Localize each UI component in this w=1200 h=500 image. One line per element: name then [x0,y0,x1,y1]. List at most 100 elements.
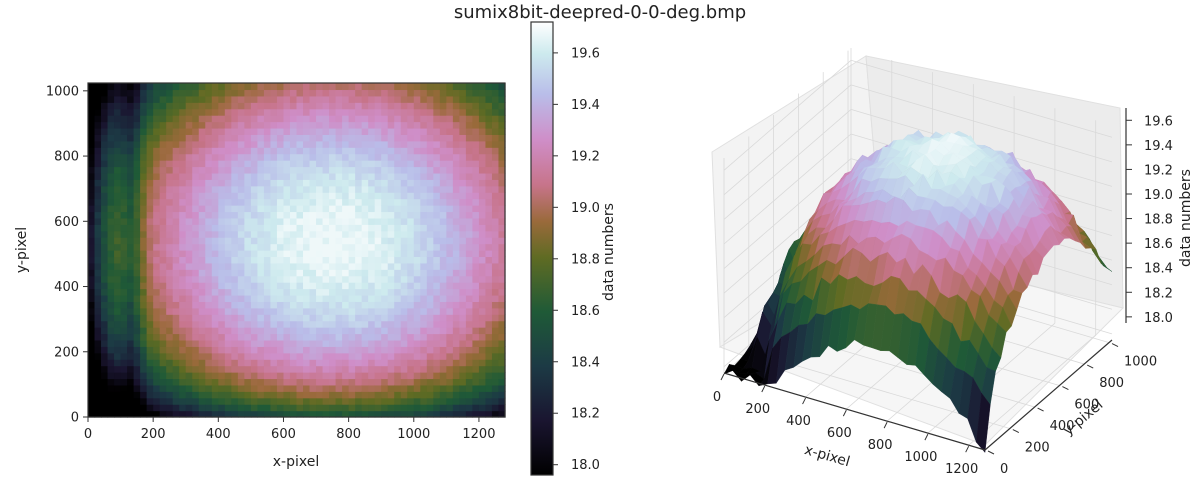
heatmap-cell [498,320,506,328]
heatmap-cell [329,327,337,335]
heatmap-cell [114,172,122,180]
heatmap-cell [439,140,447,148]
heatmap-cell [335,327,343,335]
heatmap-cell [472,410,480,418]
heatmap-cell [491,301,500,309]
heatmap-cell [303,185,311,193]
heatmap-y-tick-label: 600 [54,215,79,230]
heatmap-cell [153,121,161,129]
heatmap-cell [257,95,265,103]
heatmap-cell [348,179,356,187]
heatmap-cell [433,372,441,380]
heatmap-cell [329,372,337,380]
heatmap-cell [101,282,109,290]
heatmap-cell [237,230,245,238]
heatmap-cell [342,339,350,347]
heatmap-cell [88,282,96,290]
heatmap-cell [303,314,311,322]
heatmap-cell [394,320,402,328]
heatmap-cell [361,384,369,392]
heatmap-cell [355,89,363,97]
heatmap-cell [289,185,298,193]
heatmap-cell [224,269,232,277]
heatmap-cell [224,339,232,347]
heatmap-cell [446,301,454,309]
heatmap-cell [263,217,272,225]
heatmap-cell [472,320,480,328]
heatmap-cell [433,211,441,219]
heatmap-cell [172,83,180,91]
heatmap-cell [172,198,180,206]
heatmap-plot: 0 200 400 600 800 1000 1200 02004006008001000 … [14,82,506,470]
heatmap-cell [159,153,167,161]
heatmap-x-tick-label: 400 [206,427,231,442]
heatmap-cell [368,282,376,290]
heatmap-cell [335,307,343,315]
heatmap-cell [159,391,167,399]
heatmap-cell [374,378,382,386]
heatmap-cell [231,250,239,258]
heatmap-cell [374,102,382,110]
heatmap-cell [283,256,291,264]
heatmap-cell [179,346,187,354]
heatmap-cell [381,115,389,123]
y-axis-line [984,339,1113,451]
heatmap-cell [426,211,434,219]
heatmap-cell [329,359,337,367]
heatmap-cell [485,147,493,155]
heatmap-cell [426,339,434,347]
heatmap-cell [244,352,252,360]
heatmap-cell [491,365,500,373]
heatmap-cell [407,327,415,335]
heatmap-cell [88,83,96,91]
heatmap-cell [101,352,109,360]
heatmap-cell [179,102,187,110]
heatmap-cell [374,320,382,328]
heatmap-cell [420,301,428,309]
heatmap-cell [459,294,467,302]
heatmap-cell [218,294,226,302]
heatmap-cell [309,134,317,142]
heatmap-cell [400,320,408,328]
heatmap-cell [244,314,252,322]
heatmap-cell [316,294,324,302]
heatmap-cell [120,121,128,129]
heatmap-cell [185,333,193,341]
heatmap-cell [413,160,421,168]
heatmap-cell [289,224,298,232]
heatmap-cell [459,346,467,354]
heatmap-cell [257,185,265,193]
heatmap-cell [446,275,454,283]
heatmap-cell [381,397,389,405]
heatmap-cell [478,314,487,322]
heatmap-cell [289,333,298,341]
heatmap-cell [211,262,219,270]
heatmap-cell [250,243,259,251]
heatmap-cell [276,346,285,354]
heatmap-cell [485,192,493,200]
heatmap-cell [387,185,395,193]
heatmap-cell [491,333,500,341]
heatmap-cell [231,140,239,148]
heatmap-cell [94,262,102,270]
heatmap-cell [329,397,337,405]
heatmap-cell [172,397,180,405]
heatmap-cell [270,327,278,335]
heatmap-cell [289,153,298,161]
heatmap-cell [446,160,454,168]
heatmap-cell [329,172,337,180]
heatmap-cell [426,121,434,129]
heatmap-cell [296,352,304,360]
heatmap-cell [316,89,324,97]
heatmap-cell [322,275,330,283]
heatmap-cell [498,160,506,168]
heatmap-cell [159,198,167,206]
heatmap-cell [329,378,337,386]
heatmap-cell [218,365,226,373]
heatmap-cell [107,333,115,341]
heatmap-cell [185,211,193,219]
heatmap-cell [211,333,219,341]
heatmap-cell [446,224,454,232]
heatmap-cell [426,243,434,251]
heatmap-cell [179,153,187,161]
